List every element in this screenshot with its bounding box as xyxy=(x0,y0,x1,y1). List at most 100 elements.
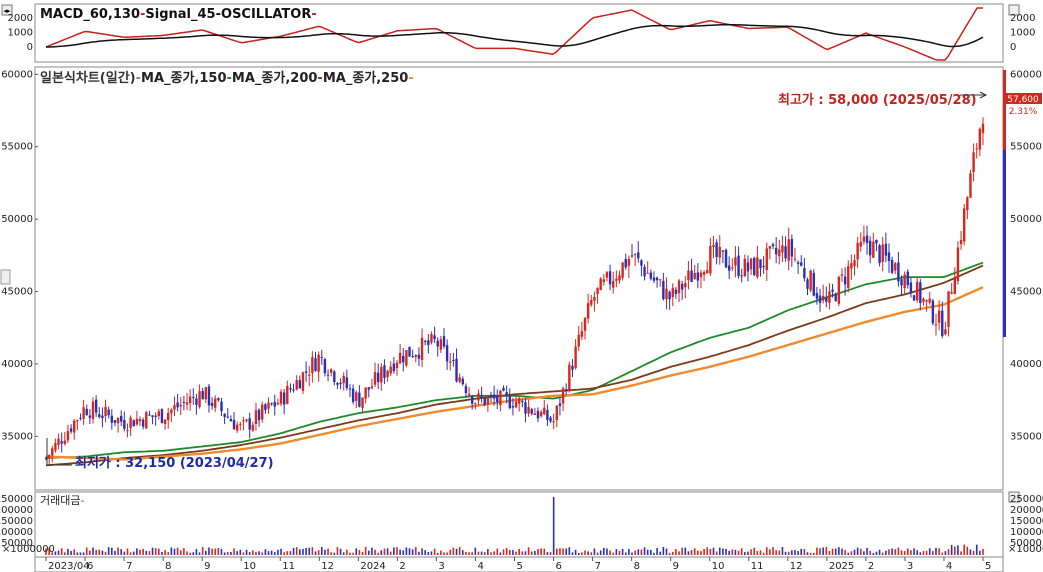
volume-bar xyxy=(449,549,452,555)
candle-body xyxy=(615,278,618,281)
volume-bar xyxy=(812,552,815,555)
volume-bar xyxy=(982,548,984,555)
volume-bar xyxy=(819,548,821,555)
volume-bar xyxy=(590,552,593,555)
volume-bar xyxy=(906,548,909,555)
candle-body xyxy=(436,340,439,347)
volume-title-text: 거래대금 xyxy=(40,494,80,507)
volume-bar xyxy=(264,549,267,555)
volume-bar xyxy=(662,547,665,555)
volume-bar xyxy=(468,552,470,555)
volume-bar xyxy=(822,547,824,555)
title-part: OSCILLATOR xyxy=(221,7,311,22)
candle-body xyxy=(151,415,154,417)
macd-ytick-right: 1000 xyxy=(1010,28,1035,39)
price-ytick-right: 50000 xyxy=(1010,214,1042,225)
candle-body xyxy=(492,394,496,399)
candle-body xyxy=(875,239,878,244)
candle-body xyxy=(659,279,662,281)
low-price-label: 최저가 : 32,150 (2023/04/27) xyxy=(75,456,274,471)
volume-bar xyxy=(107,547,110,555)
x-tick-label: 6 xyxy=(556,561,562,572)
candle-body xyxy=(141,419,145,427)
candle-body xyxy=(919,282,922,303)
volume-bar xyxy=(302,548,304,555)
volume-bar xyxy=(571,552,574,555)
volume-bar xyxy=(847,552,850,555)
volume-bar xyxy=(856,547,859,555)
volume-bar xyxy=(800,548,803,555)
volume-bar xyxy=(270,550,273,555)
macd-ytick-left: 2000 xyxy=(8,13,33,24)
volume-bar xyxy=(311,547,314,555)
candle-body xyxy=(771,244,775,247)
volume-bar xyxy=(57,550,60,555)
volume-bar xyxy=(386,548,389,555)
volume-bar xyxy=(643,547,646,555)
candle-body xyxy=(304,371,308,373)
volume-bar xyxy=(888,549,890,555)
candle-body xyxy=(398,352,402,364)
macd-menu-icon[interactable] xyxy=(1008,4,1020,16)
macd-ytick-right: 2000 xyxy=(1010,13,1035,24)
volume-bar xyxy=(722,548,724,555)
left-scroll-handle-icon[interactable] xyxy=(0,269,11,285)
volume-bar xyxy=(863,551,865,555)
volume-bar xyxy=(342,552,345,555)
signal-line xyxy=(46,24,984,48)
candle-body xyxy=(355,392,358,401)
candle-body xyxy=(145,412,148,429)
candle-body xyxy=(765,248,768,271)
candle-body xyxy=(640,260,643,266)
volume-bar xyxy=(718,547,721,555)
volume-bar xyxy=(223,552,226,555)
volume-bar xyxy=(471,552,473,555)
volume-bar xyxy=(142,548,144,555)
volume-bar xyxy=(480,551,483,555)
x-tick-label: 3 xyxy=(907,561,913,572)
volume-bar xyxy=(205,550,207,555)
candle-body xyxy=(586,303,590,319)
candle-body xyxy=(931,300,935,324)
candle-body xyxy=(583,318,587,331)
macd-ytick-left: 0 xyxy=(27,42,33,53)
candle-body xyxy=(608,271,612,285)
volume-bar xyxy=(67,548,69,555)
volume-bar xyxy=(549,551,552,555)
price-ytick-left: 50000 xyxy=(1,214,33,225)
ma-line-150 xyxy=(45,261,984,459)
volume-bar xyxy=(380,550,383,555)
candle-body xyxy=(693,273,696,279)
candle-body xyxy=(539,411,543,417)
volume-bar xyxy=(806,552,809,555)
candle-body xyxy=(593,296,596,301)
volume-bar xyxy=(938,548,940,555)
volume-menu-icon[interactable] xyxy=(1008,491,1020,503)
volume-bar xyxy=(452,547,455,555)
candle-body xyxy=(655,277,659,281)
candle-body xyxy=(185,402,189,405)
candle-body xyxy=(818,295,822,303)
candle-body xyxy=(467,393,471,396)
volume-bar xyxy=(111,547,113,555)
volume-bar xyxy=(894,549,897,555)
candle-body xyxy=(101,415,104,419)
volume-bar xyxy=(947,549,950,555)
candle-body xyxy=(508,396,511,409)
volume-ytick-left: 200000 xyxy=(0,505,33,516)
panel-toggle-icon[interactable] xyxy=(1,4,13,16)
candle-body xyxy=(731,267,734,269)
candle-body xyxy=(633,254,637,256)
candle-body xyxy=(853,260,856,267)
volume-bar xyxy=(414,547,417,555)
volume-bar xyxy=(85,547,88,555)
candle-body xyxy=(536,410,540,419)
volume-bar xyxy=(866,547,868,555)
volume-bar xyxy=(803,549,806,555)
candle-body xyxy=(51,448,54,456)
candle-body xyxy=(580,331,584,337)
current-price-tag xyxy=(1004,93,1042,104)
volume-bar xyxy=(64,552,66,555)
volume-bar xyxy=(299,549,301,555)
